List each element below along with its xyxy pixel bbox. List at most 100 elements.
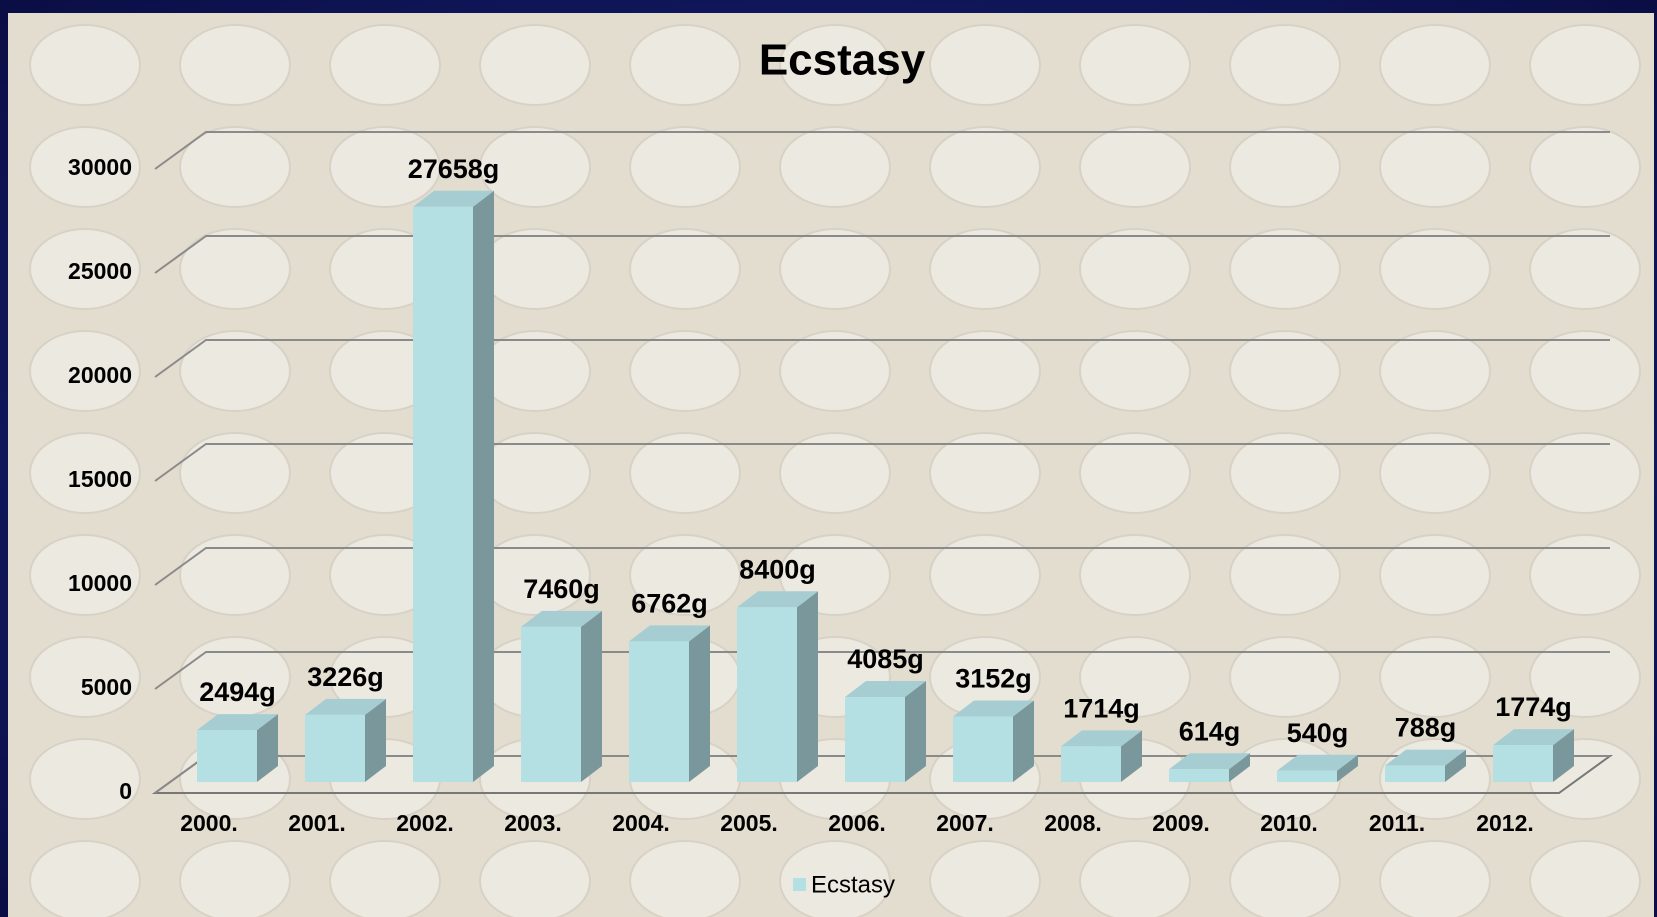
bar-side [905,681,926,782]
y-tick-label: 10000 [68,570,132,596]
pill-decoration [630,841,740,917]
legend-label: Ecstasy [811,871,895,898]
pill-decoration [1230,841,1340,917]
pill-decoration [930,127,1040,207]
pill-decoration [1080,127,1190,207]
pill-decoration [1230,331,1340,411]
data-label: 788g [1395,713,1457,743]
y-tick-label: 20000 [68,362,132,388]
bar [629,641,689,782]
x-tick-label: 2005. [720,810,778,836]
bar [1493,745,1553,782]
pill-decoration [330,841,440,917]
bar-side [473,191,494,782]
pill-decoration [630,229,740,309]
x-tick-label: 2009. [1152,810,1210,836]
data-label: 4085g [847,644,924,674]
pill-decoration [1380,637,1490,717]
pill-decoration [1530,841,1640,917]
pill-decoration [780,229,890,309]
pill-decoration [1530,229,1640,309]
bar-side [797,591,818,782]
data-label: 8400g [739,554,816,584]
pill-decoration [1080,25,1190,105]
x-tick-label: 2006. [828,810,886,836]
y-tick-label: 25000 [68,258,132,284]
pill-decoration [30,841,140,917]
x-tick-label: 2010. [1260,810,1318,836]
pill-decoration [1080,229,1190,309]
pill-decoration [1530,127,1640,207]
bar [1061,746,1121,782]
chart-title: Ecstasy [759,36,926,85]
pill-decoration [30,25,140,105]
x-tick-label: 2002. [396,810,454,836]
pill-decoration [330,25,440,105]
bar [1169,769,1229,782]
x-tick-label: 2001. [288,810,346,836]
bar [953,716,1013,782]
data-label: 6762g [631,588,708,618]
pill-decoration [780,127,890,207]
data-label: 27658g [408,154,500,184]
pill-decoration [180,331,290,411]
pill-decoration [180,25,290,105]
x-tick-label: 2012. [1476,810,1534,836]
pill-decoration [930,331,1040,411]
bar [197,730,257,782]
bar [845,697,905,782]
x-tick-label: 2000. [180,810,238,836]
pill-decoration [480,841,590,917]
pill-decoration [1380,331,1490,411]
x-tick-label: 2003. [504,810,562,836]
pill-decoration [1230,25,1340,105]
y-tick-label: 0 [119,778,132,804]
pill-decoration [1380,841,1490,917]
pill-decoration [1080,841,1190,917]
bar-side [581,611,602,782]
x-tick-label: 2007. [936,810,994,836]
pill-decoration [630,25,740,105]
bar [1277,771,1337,782]
pill-decoration [1380,25,1490,105]
y-tick-label: 5000 [81,674,132,700]
pill-decoration [480,25,590,105]
pill-decoration [1230,637,1340,717]
pill-decoration [630,127,740,207]
data-label: 3226g [307,662,384,692]
bar [737,607,797,782]
pill-decoration [930,841,1040,917]
y-tick-label: 30000 [68,154,132,180]
x-tick-label: 2008. [1044,810,1102,836]
pill-decoration [480,229,590,309]
data-label: 3152g [955,664,1032,694]
data-label: 7460g [523,574,600,604]
data-label: 540g [1287,718,1349,748]
pill-decoration [1080,331,1190,411]
data-label: 614g [1179,716,1241,746]
pill-decoration [930,229,1040,309]
pill-decoration [480,331,590,411]
x-tick-label: 2011. [1369,810,1425,836]
bar [413,207,473,782]
pill-decoration [1380,229,1490,309]
pill-decoration [1380,127,1490,207]
pill-decoration [1230,127,1340,207]
chart: Ecstasy 0 5000 10000 15000 20000 25000 30000 20… [0,0,1657,917]
pill-decoration [180,229,290,309]
bar-side [689,625,710,782]
pill-decoration [1530,331,1640,411]
data-label: 2494g [199,677,276,707]
pill-decoration [930,25,1040,105]
legend-swatch [793,878,806,891]
bar [1385,766,1445,782]
bar [521,627,581,782]
pill-decoration [780,331,890,411]
data-label: 1774g [1495,692,1572,722]
pill-decoration [180,841,290,917]
x-tick-label: 2004. [612,810,670,836]
bar [305,715,365,782]
pill-decoration [1230,229,1340,309]
data-label: 1714g [1063,693,1140,723]
y-tick-label: 15000 [68,466,132,492]
